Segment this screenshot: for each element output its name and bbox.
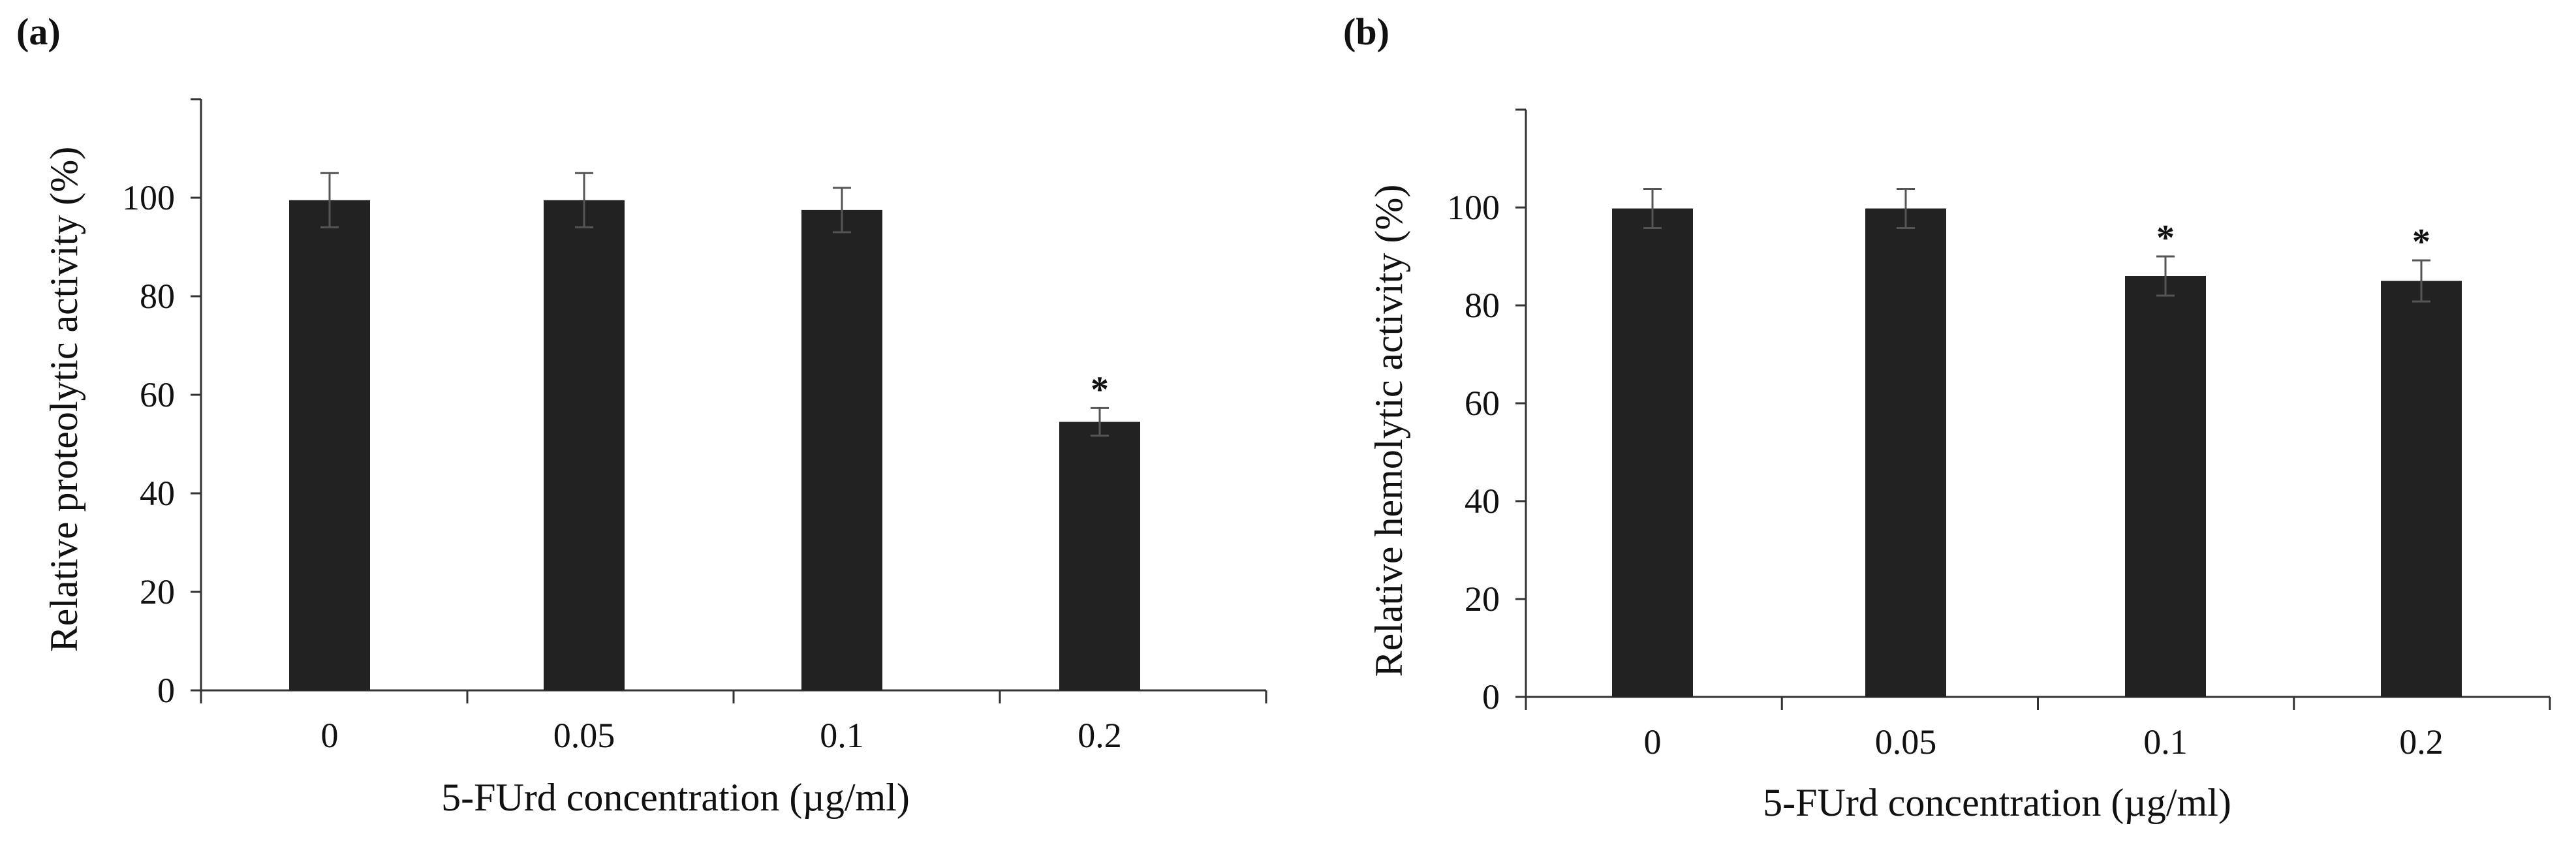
x-tick-label-a-0: 0 [321, 716, 339, 755]
bar-b-3 [2381, 281, 2462, 697]
chart-panel-a: (a) Relative proteolytic activity (%) 5-… [16, 10, 1267, 819]
x-tick-label-a-3: 0.2 [1078, 716, 1122, 755]
x-axis-title-b: 5-FUrd concentration (µg/ml) [1763, 781, 2231, 824]
y-tick-label-a: 20 [140, 572, 175, 611]
significance-mark-b-3: * [2412, 222, 2430, 262]
y-tick-label-a: 40 [140, 474, 175, 513]
y-tick-label-b: 40 [1465, 482, 1500, 521]
y-tick-label-b: 20 [1465, 579, 1500, 619]
y-tick-label-a: 100 [122, 178, 175, 217]
x-axis-title-a: 5-FUrd concentration (µg/ml) [441, 776, 910, 819]
x-tick-label-b-0: 0 [1644, 722, 1662, 762]
bar-b-0 [1612, 208, 1693, 697]
y-axis-title-a: Relative proteolytic activity (%) [42, 147, 85, 653]
bar-b-2 [2125, 276, 2206, 697]
y-tick-label-a: 60 [140, 375, 175, 414]
y-tick-label-b: 80 [1465, 286, 1500, 325]
y-tick-label-a: 80 [140, 277, 175, 316]
chart-panel-b: (b) Relative hemolytic activity (%) 5-FU… [1343, 10, 2551, 824]
x-tick-label-b-3: 0.2 [2399, 722, 2444, 762]
significance-mark-a-3: * [1091, 369, 1109, 410]
x-tick-label-b-1: 0.05 [1875, 722, 1937, 762]
x-tick-label-b-2: 0.1 [2143, 722, 2188, 762]
bar-a-2 [801, 209, 882, 690]
bar-a-1 [544, 200, 625, 690]
x-tick-label-a-1: 0.05 [553, 716, 615, 755]
bar-a-3 [1059, 422, 1140, 690]
x-tick-label-a-2: 0.1 [820, 716, 864, 755]
panel-label-a: (a) [16, 10, 61, 53]
y-tick-label-b: 60 [1465, 384, 1500, 423]
significance-mark-b-2: * [2156, 218, 2175, 258]
y-tick-label-a: 0 [157, 671, 175, 710]
y-tick-label-b: 100 [1447, 188, 1500, 227]
bar-a-0 [289, 200, 370, 690]
y-axis-title-b: Relative hemolytic activity (%) [1367, 185, 1410, 677]
bar-b-1 [1865, 208, 1946, 697]
y-tick-label-b: 0 [1482, 677, 1500, 716]
panel-label-b: (b) [1343, 10, 1389, 53]
